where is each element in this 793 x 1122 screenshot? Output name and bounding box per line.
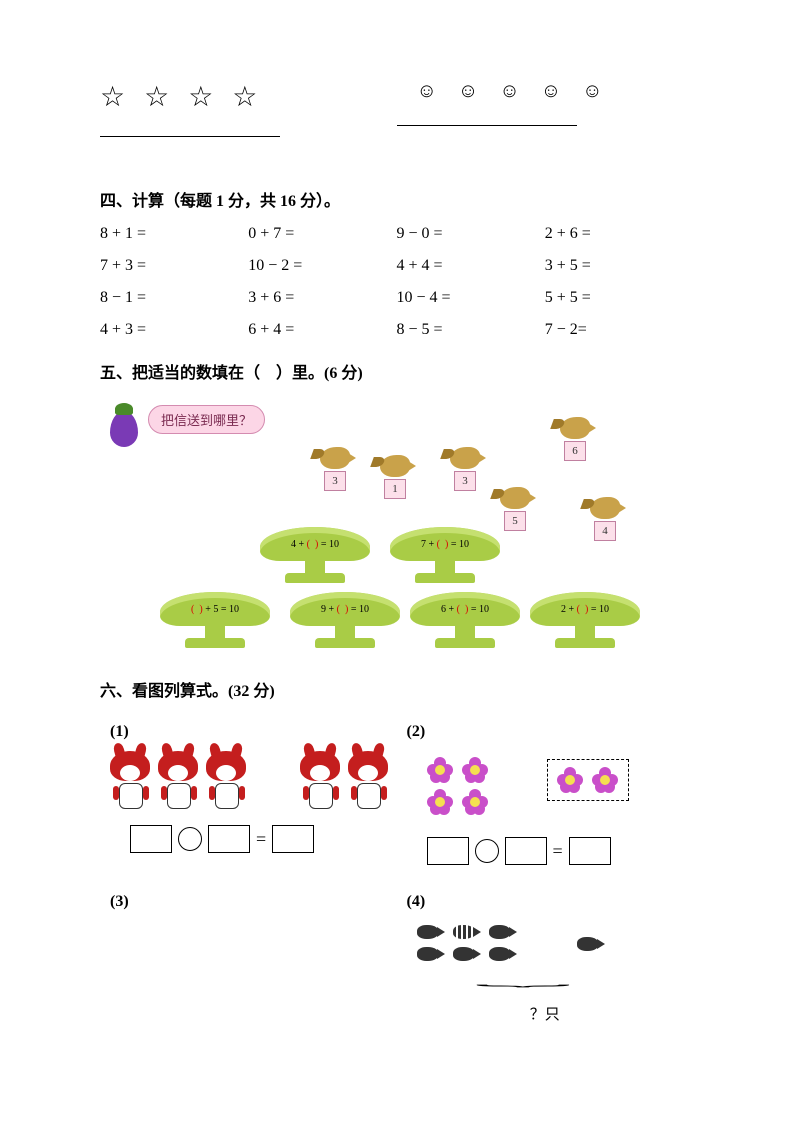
- eq-box[interactable]: [427, 837, 469, 865]
- section5-title: 五、把适当的数填在（ ）里。(6 分): [100, 359, 693, 383]
- eq-op-circle[interactable]: [178, 827, 202, 851]
- eggplant-icon: [110, 411, 138, 452]
- sub-number: (4): [407, 893, 694, 911]
- fuwa-icon: [158, 751, 200, 809]
- calc-cell: 6 + 4 =: [248, 321, 396, 339]
- calc-cell: 8 + 1 =: [100, 225, 248, 243]
- fish-icon: [489, 925, 519, 941]
- calc-cell: 2 + 6 =: [545, 225, 693, 243]
- calc-cell: 9 − 0 =: [397, 225, 545, 243]
- cup-icon: 4 + ( ) = 10: [260, 527, 370, 583]
- bird-icon: 5: [500, 487, 530, 531]
- flower-icon: [427, 757, 453, 783]
- speech-bubble: 把信送到哪里？: [148, 405, 265, 434]
- sub-number: (3): [110, 893, 397, 911]
- flower-icon: [427, 789, 453, 815]
- eq-box[interactable]: [208, 825, 250, 853]
- fish-icon: [577, 937, 607, 953]
- smiley-row: ☺ ☺ ☺ ☺ ☺: [417, 80, 694, 103]
- section5-figure: 把信送到哪里？ 313 65 4 4 + ( ) = 10 7 + ( ) = 10 (…: [100, 397, 693, 657]
- eq-box[interactable]: [130, 825, 172, 853]
- flower-figure: [407, 751, 694, 821]
- flower-icon: [592, 767, 618, 793]
- fish-figure: ⏟: [407, 921, 694, 1001]
- fuwa-figure: [110, 751, 397, 809]
- calc-cell: 10 − 4 =: [397, 289, 545, 307]
- equation-template[interactable]: =: [130, 825, 397, 853]
- calc-cell: 7 − 2=: [545, 321, 693, 339]
- question-mark-label: ？只: [397, 1003, 694, 1024]
- bird-icon: 4: [590, 497, 620, 541]
- cup-icon: 6 + ( ) = 10: [410, 592, 520, 648]
- bird-icon: 3: [450, 447, 480, 491]
- answer-line-stars[interactable]: [100, 132, 280, 137]
- bird-icon: 1: [380, 455, 410, 499]
- cup-icon: 2 + ( ) = 10: [530, 592, 640, 648]
- bird-icon: 6: [560, 417, 590, 461]
- brace-icon: ⏟: [475, 974, 571, 988]
- fish-icon: [417, 947, 447, 963]
- answer-line-smileys[interactable]: [397, 121, 577, 126]
- eq-box[interactable]: [505, 837, 547, 865]
- sub-number: (2): [407, 723, 694, 741]
- bird-icon: 3: [320, 447, 350, 491]
- flower-icon: [462, 757, 488, 783]
- sub-number: (1): [110, 723, 397, 741]
- equals-sign: =: [256, 829, 266, 850]
- calc-cell: 5 + 5 =: [545, 289, 693, 307]
- calc-cell: 10 − 2 =: [248, 257, 396, 275]
- cup-icon: 7 + ( ) = 10: [390, 527, 500, 583]
- calc-cell: 8 − 5 =: [397, 321, 545, 339]
- equals-sign: =: [553, 841, 563, 862]
- fuwa-icon: [110, 751, 152, 809]
- equation-template[interactable]: =: [427, 837, 694, 865]
- eq-op-circle[interactable]: [475, 839, 499, 863]
- calc-cell: 0 + 7 =: [248, 225, 396, 243]
- fish-icon: [453, 925, 483, 941]
- calc-cell: 4 + 4 =: [397, 257, 545, 275]
- counting-symbols-row: ☆ ☆ ☆ ☆ ☺ ☺ ☺ ☺ ☺: [100, 80, 693, 137]
- calc-cell: 3 + 5 =: [545, 257, 693, 275]
- flower-icon: [557, 767, 583, 793]
- eq-box[interactable]: [569, 837, 611, 865]
- cup-icon: ( ) + 5 = 10: [160, 592, 270, 648]
- fish-icon: [417, 925, 447, 941]
- fuwa-icon: [206, 751, 248, 809]
- calc-cell: 4 + 3 =: [100, 321, 248, 339]
- fish-icon: [489, 947, 519, 963]
- cup-icon: 9 + ( ) = 10: [290, 592, 400, 648]
- fuwa-icon: [348, 751, 390, 809]
- fish-icon: [453, 947, 483, 963]
- section6-title: 六、看图列算式。(32 分): [100, 677, 693, 701]
- calc-cell: 3 + 6 =: [248, 289, 396, 307]
- flower-icon: [462, 789, 488, 815]
- calc-grid: 8 + 1 = 0 + 7 = 9 − 0 = 2 + 6 = 7 + 3 = …: [100, 225, 693, 339]
- section4-title: 四、计算（每题 1 分，共 16 分）。: [100, 187, 693, 211]
- star-row: ☆ ☆ ☆ ☆: [100, 80, 397, 114]
- fuwa-icon: [300, 751, 342, 809]
- calc-cell: 7 + 3 =: [100, 257, 248, 275]
- eq-box[interactable]: [272, 825, 314, 853]
- calc-cell: 8 − 1 =: [100, 289, 248, 307]
